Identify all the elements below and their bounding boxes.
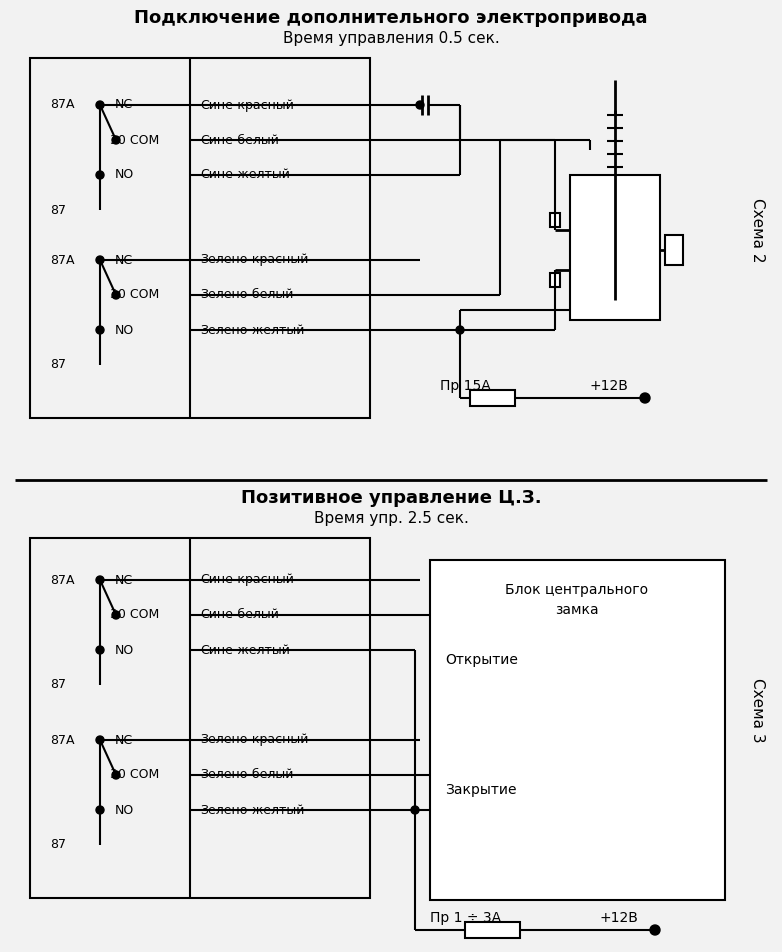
Text: Сине-белый: Сине-белый bbox=[200, 608, 279, 622]
Circle shape bbox=[416, 101, 424, 109]
Text: Время управления 0.5 сек.: Время управления 0.5 сек. bbox=[282, 30, 500, 46]
Text: Закрытие: Закрытие bbox=[445, 783, 516, 797]
Text: 30 COM: 30 COM bbox=[110, 133, 160, 147]
Text: Время упр. 2.5 сек.: Время упр. 2.5 сек. bbox=[314, 510, 468, 526]
Text: 87: 87 bbox=[50, 204, 66, 216]
Text: Зелено-белый: Зелено-белый bbox=[200, 768, 293, 782]
Circle shape bbox=[640, 393, 650, 403]
Circle shape bbox=[411, 806, 419, 814]
Circle shape bbox=[112, 291, 120, 299]
Text: 87A: 87A bbox=[50, 573, 74, 586]
Circle shape bbox=[650, 925, 660, 935]
Bar bbox=[470, 390, 515, 406]
Text: 30 COM: 30 COM bbox=[110, 608, 160, 622]
Text: 87: 87 bbox=[50, 839, 66, 851]
Text: замка: замка bbox=[555, 603, 599, 617]
Text: NC: NC bbox=[115, 573, 133, 586]
Text: NC: NC bbox=[115, 733, 133, 746]
Circle shape bbox=[96, 806, 104, 814]
Text: 30 COM: 30 COM bbox=[110, 288, 160, 302]
Circle shape bbox=[96, 326, 104, 334]
Text: Зелено-желтый: Зелено-желтый bbox=[200, 324, 304, 336]
Bar bbox=[30, 538, 370, 898]
Text: NO: NO bbox=[115, 169, 135, 182]
Text: Сине-желтый: Сине-желтый bbox=[200, 644, 290, 657]
Text: NC: NC bbox=[115, 98, 133, 111]
Circle shape bbox=[96, 736, 104, 744]
Text: Зелено-белый: Зелено-белый bbox=[200, 288, 293, 302]
Text: +12В: +12В bbox=[590, 379, 629, 393]
Text: +12В: +12В bbox=[600, 911, 639, 925]
Circle shape bbox=[456, 326, 464, 334]
Text: Схема 3: Схема 3 bbox=[751, 678, 766, 743]
Text: 87: 87 bbox=[50, 359, 66, 371]
Text: NO: NO bbox=[115, 803, 135, 817]
Text: Зелено-красный: Зелено-красный bbox=[200, 253, 308, 267]
Text: NC: NC bbox=[115, 253, 133, 267]
Text: NO: NO bbox=[115, 644, 135, 657]
Text: 30 COM: 30 COM bbox=[110, 768, 160, 782]
Text: Подключение дополнительного электропривода: Подключение дополнительного электроприво… bbox=[135, 9, 647, 27]
Bar bbox=[665, 235, 683, 265]
Text: 87: 87 bbox=[50, 679, 66, 691]
Circle shape bbox=[96, 171, 104, 179]
Text: 87A: 87A bbox=[50, 253, 74, 267]
Bar bbox=[570, 175, 660, 320]
Bar bbox=[465, 922, 520, 938]
Text: Сине-желтый: Сине-желтый bbox=[200, 169, 290, 182]
Text: Сине-красный: Сине-красный bbox=[200, 573, 294, 586]
Circle shape bbox=[96, 101, 104, 109]
Text: Схема 2: Схема 2 bbox=[751, 198, 766, 262]
Circle shape bbox=[112, 136, 120, 144]
Circle shape bbox=[112, 611, 120, 619]
Circle shape bbox=[96, 576, 104, 584]
Bar bbox=[550, 213, 560, 227]
Text: 87A: 87A bbox=[50, 98, 74, 111]
Text: Открытие: Открытие bbox=[445, 653, 518, 667]
Text: NO: NO bbox=[115, 324, 135, 336]
Bar bbox=[30, 58, 370, 418]
Text: Позитивное управление Ц.З.: Позитивное управление Ц.З. bbox=[241, 489, 541, 507]
Text: 87A: 87A bbox=[50, 733, 74, 746]
Text: Сине-белый: Сине-белый bbox=[200, 133, 279, 147]
Text: Пр 15А: Пр 15А bbox=[440, 379, 491, 393]
Circle shape bbox=[96, 256, 104, 264]
Circle shape bbox=[112, 771, 120, 779]
Text: Зелено-красный: Зелено-красный bbox=[200, 733, 308, 746]
Bar bbox=[550, 273, 560, 287]
Text: Сине-красный: Сине-красный bbox=[200, 98, 294, 111]
Text: Зелено-желтый: Зелено-желтый bbox=[200, 803, 304, 817]
Text: Блок центрального: Блок центрального bbox=[505, 583, 648, 597]
Circle shape bbox=[96, 646, 104, 654]
Text: Пр 1 ÷ 3А: Пр 1 ÷ 3А bbox=[430, 911, 501, 925]
Bar bbox=[430, 560, 725, 900]
